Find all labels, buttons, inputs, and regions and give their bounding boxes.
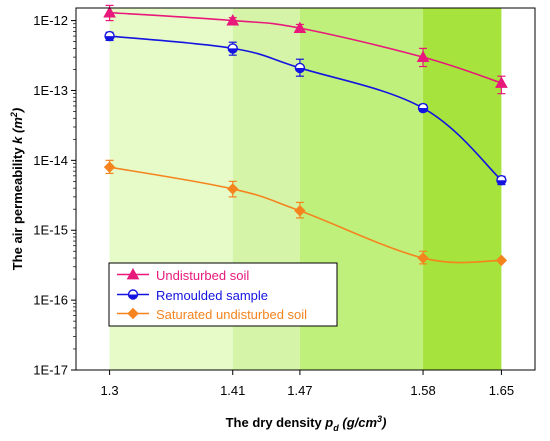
axes: 1.3 1.41 1.47 1.58 1.65 1E-17 1E-16 1E-15 1E-14 1…	[33, 13, 514, 398]
x-axis-symbol-subscript: d	[333, 423, 339, 433]
x-axis-title: The dry density pd (g/cm3)	[226, 414, 387, 433]
x-axis-title-main: The dry density	[226, 415, 326, 430]
series-2	[103, 159, 508, 267]
data-point-1-4	[496, 174, 507, 186]
y-axis-symbol: k	[10, 136, 25, 144]
y-tick-label-5: 1E-12	[33, 13, 68, 28]
data-point-2-2	[294, 205, 306, 217]
data-point-2-3	[417, 252, 429, 264]
legend-marker-2	[127, 307, 139, 320]
x-tick-label-1: 1.41	[220, 383, 245, 398]
x-axis-unit-close: )	[380, 415, 386, 430]
legend-label-undisturbed: Undisturbed soil	[156, 268, 249, 283]
x-axis-unit-power: 3	[377, 414, 382, 424]
data-point-1-1	[227, 43, 238, 54]
density-bands	[109, 8, 502, 370]
y-axis-title-main: The air permeability	[10, 144, 25, 270]
data-point-1-4-fill	[496, 180, 506, 185]
series-1	[104, 30, 507, 186]
data-point-0-3	[416, 50, 430, 63]
y-tick-label-3: 1E-14	[33, 153, 68, 168]
data-point-1-2	[294, 62, 306, 74]
legend-marker-1	[127, 289, 139, 300]
legend-marker-0	[126, 267, 140, 280]
data-point-1-1-fill	[228, 48, 238, 53]
y-axis-unit-power: 2	[9, 112, 19, 118]
x-tick-label-3: 1.58	[410, 383, 435, 398]
legend-marker-1-fill	[128, 294, 138, 299]
y-axis-unit-open: (m	[10, 117, 25, 137]
data-point-0-1	[226, 14, 240, 26]
data-point-2-0	[103, 161, 116, 173]
y-tick-label-2: 1E-15	[33, 223, 68, 238]
data-point-0-0	[103, 6, 116, 18]
y-axis-unit-close: )	[10, 108, 25, 114]
legend-markers	[117, 267, 149, 320]
data-point-0-4	[495, 76, 508, 88]
x-axis-unit-open: (g/cm	[339, 415, 378, 430]
data-point-1-0	[104, 30, 115, 42]
x-tick-label-0: 1.3	[101, 383, 119, 398]
series-layer	[103, 4, 508, 267]
y-tick-label-0: 1E-17	[33, 363, 68, 378]
plot-frame	[75, 7, 536, 371]
y-axis-title: The air permeability k (m2)	[9, 108, 25, 271]
x-tick-label-4: 1.65	[489, 383, 514, 398]
legend-label-remoulded: Remoulded sample	[156, 288, 268, 303]
density-band-3	[423, 8, 502, 370]
x-axis-symbol: p	[324, 415, 333, 430]
series-0	[103, 4, 508, 95]
legend-label-saturated: Saturated undisturbed soil	[156, 307, 307, 322]
legend: Undisturbed soil Remoulded sample Satura…	[108, 262, 338, 327]
x-tick-label-2: 1.47	[287, 383, 312, 398]
data-point-1-2-fill	[295, 67, 305, 73]
data-point-0-2	[293, 21, 307, 34]
data-point-2-4	[495, 254, 508, 267]
data-point-1-3-fill	[418, 108, 428, 113]
y-tick-label-4: 1E-13	[33, 83, 68, 98]
data-point-1-0-fill	[105, 36, 115, 41]
y-tick-label-1: 1E-16	[33, 293, 68, 308]
data-point-1-3	[417, 102, 429, 114]
data-point-2-1	[227, 183, 239, 195]
